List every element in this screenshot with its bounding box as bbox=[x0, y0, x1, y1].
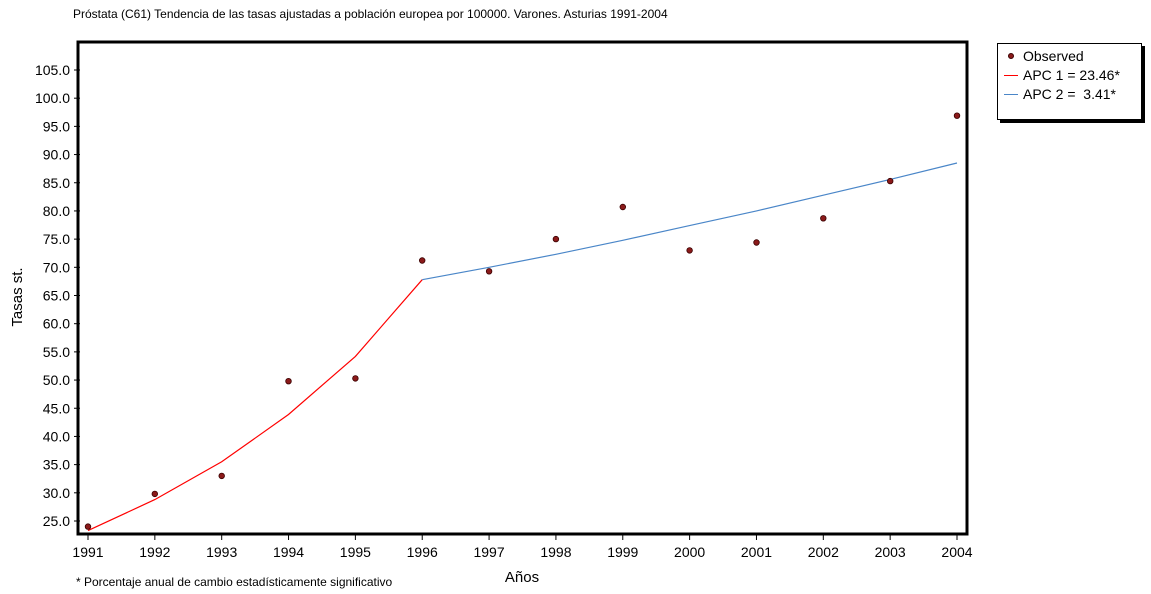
y-tick-label: 70.0 bbox=[43, 259, 70, 275]
x-tick-label: 1993 bbox=[206, 544, 237, 560]
observed-point bbox=[84, 523, 92, 530]
y-tick-label: 65.0 bbox=[43, 288, 70, 304]
observed-point bbox=[552, 235, 560, 243]
x-tick-label: 1998 bbox=[540, 544, 571, 560]
legend: Observed APC 1 = 23.46* APC 2 = 3.41* bbox=[997, 43, 1142, 120]
footnote: * Porcentaje anual de cambio estadística… bbox=[76, 575, 393, 589]
observed-point bbox=[753, 239, 760, 246]
chart-title: Próstata (C61) Tendencia de las tasas aj… bbox=[73, 7, 668, 21]
y-tick-label: 80.0 bbox=[43, 203, 70, 219]
legend-item-apc1: APC 1 = 23.46* bbox=[1004, 66, 1120, 84]
y-tick-label: 100.0 bbox=[35, 90, 70, 106]
y-tick-label: 85.0 bbox=[43, 175, 70, 191]
observed-point bbox=[485, 268, 493, 275]
x-tick-label: 2001 bbox=[741, 544, 772, 560]
x-axis: 1991 1992 1993 1994 1995 1996 1997 1998 1999 2000… bbox=[72, 534, 973, 560]
x-tick-label: 1996 bbox=[407, 544, 438, 560]
observed-point bbox=[887, 177, 894, 185]
series-points bbox=[84, 112, 961, 530]
x-tick-label: 2002 bbox=[808, 544, 839, 560]
y-axis-label: Tasas st. bbox=[9, 267, 26, 326]
x-tick-label: 1994 bbox=[273, 544, 304, 560]
observed-point bbox=[285, 378, 292, 385]
series-line-apc1 bbox=[87, 279, 423, 532]
series-lines bbox=[87, 162, 958, 532]
y-tick-label: 95.0 bbox=[43, 118, 70, 134]
y-tick-label: 55.0 bbox=[43, 344, 70, 360]
y-tick-label: 30.0 bbox=[43, 485, 70, 501]
x-axis-label: Años bbox=[505, 569, 539, 586]
observed-point bbox=[686, 247, 693, 254]
x-tick-label: 1991 bbox=[72, 544, 103, 560]
x-tick-label: 1995 bbox=[340, 544, 371, 560]
y-axis: 25.0 30.0 35.0 40.0 45.0 50.0 55.0 60.0 65.0 70.0… bbox=[35, 62, 80, 529]
y-tick-label: 25.0 bbox=[43, 513, 70, 529]
y-tick-label: 45.0 bbox=[43, 400, 70, 416]
observed-point bbox=[619, 203, 626, 211]
legend-item-observed: Observed bbox=[1004, 47, 1084, 65]
y-tick-label: 105.0 bbox=[35, 62, 70, 78]
observed-point bbox=[419, 257, 426, 264]
plot-area-frame bbox=[76, 40, 969, 536]
x-tick-label: 2000 bbox=[674, 544, 705, 560]
y-tick-label: 60.0 bbox=[43, 316, 70, 332]
y-tick-label: 75.0 bbox=[43, 231, 70, 247]
legend-marker-apc2 bbox=[1004, 87, 1018, 101]
observed-point bbox=[953, 112, 961, 119]
x-tick-label: 1992 bbox=[139, 544, 170, 560]
y-tick-label: 40.0 bbox=[43, 428, 70, 444]
legend-label-observed: Observed bbox=[1023, 48, 1084, 64]
observed-point bbox=[151, 490, 158, 498]
x-tick-label: 1997 bbox=[473, 544, 504, 560]
legend-label-apc2: APC 2 = 3.41* bbox=[1023, 86, 1117, 102]
legend-item-apc2: APC 2 = 3.41* bbox=[1004, 85, 1116, 103]
y-tick-label: 90.0 bbox=[43, 147, 70, 163]
legend-marker-apc1 bbox=[1004, 68, 1018, 82]
observed-point bbox=[352, 375, 359, 382]
x-tick-label: 2003 bbox=[875, 544, 906, 560]
legend-label-apc1: APC 1 = 23.46* bbox=[1023, 67, 1120, 83]
y-tick-label: 35.0 bbox=[43, 457, 70, 473]
series-line-apc2 bbox=[422, 162, 958, 281]
x-tick-label: 1999 bbox=[607, 544, 638, 560]
x-tick-label: 2004 bbox=[941, 544, 972, 560]
observed-point bbox=[218, 472, 225, 480]
observed-point bbox=[820, 215, 827, 222]
legend-marker-observed bbox=[1004, 49, 1018, 63]
y-tick-label: 50.0 bbox=[43, 372, 70, 388]
